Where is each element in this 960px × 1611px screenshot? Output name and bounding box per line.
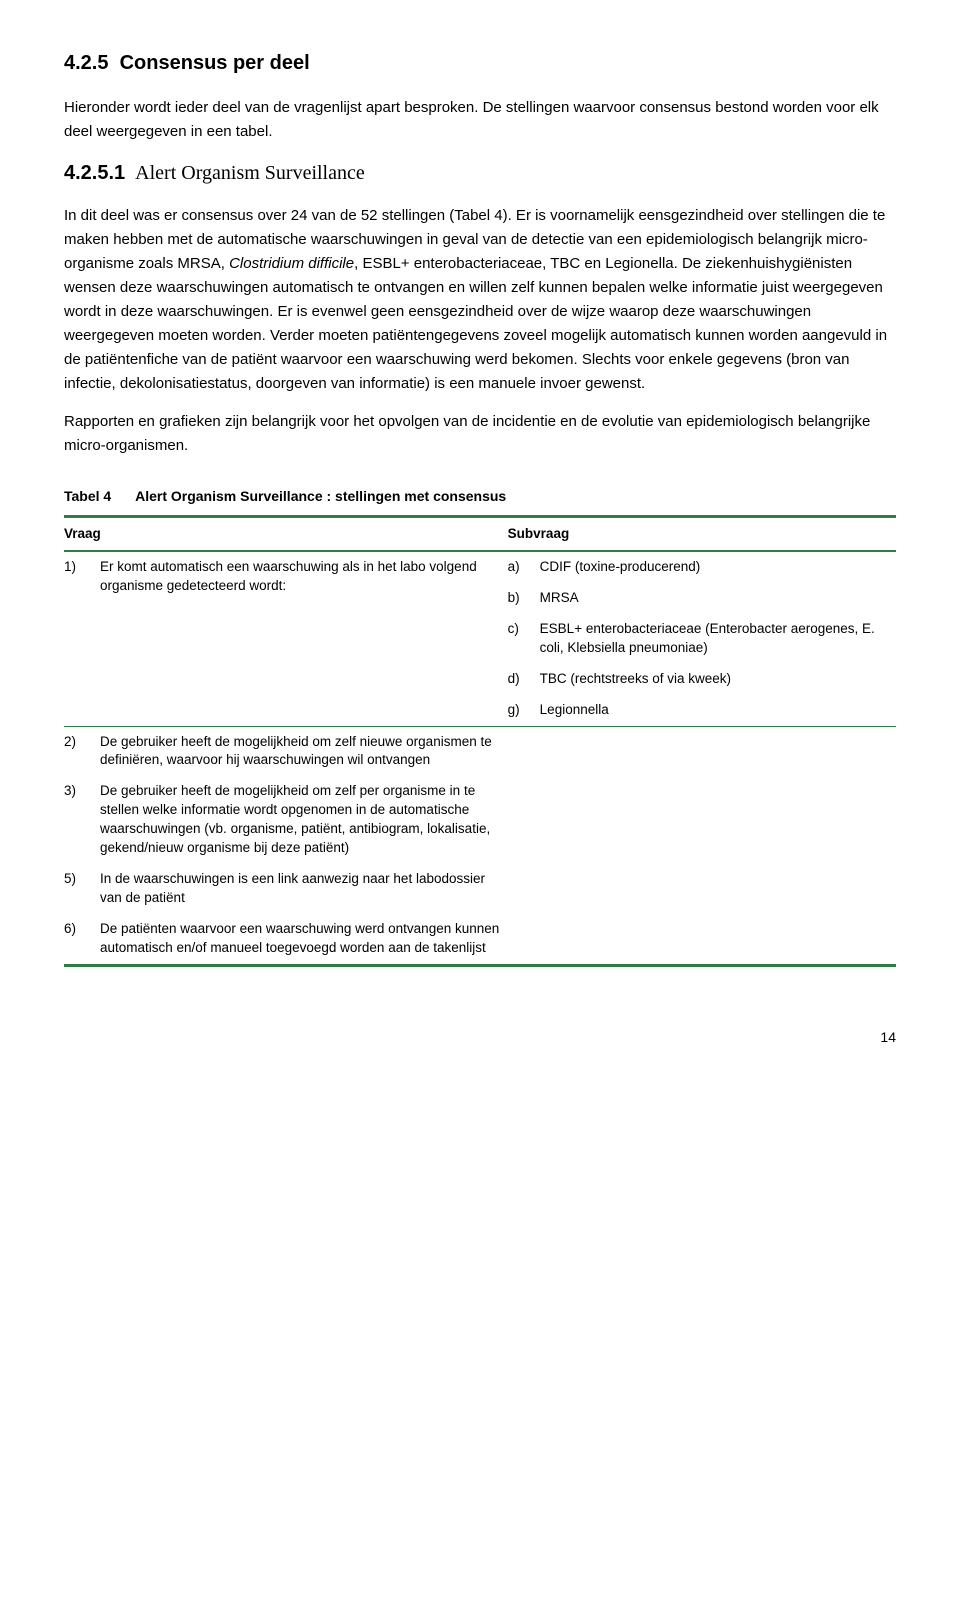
q5-text: In de waarschuwingen is een link aanwezi… [100,864,508,914]
table-row: 2) De gebruiker heeft de mogelijkheid om… [64,726,896,776]
q2-num: 2) [64,726,100,776]
consensus-table: Vraag Subvraag 1) Er komt automatisch ee… [64,515,896,967]
q5-num: 5) [64,864,100,914]
q1-text: Er komt automatisch een waarschuwing als… [100,551,508,614]
table-row: c) ESBL+ enterobacteriaceae (Enterobacte… [64,614,896,664]
table-row: 3) De gebruiker heeft de mogelijkheid om… [64,776,896,864]
table-caption-label: Tabel 4 [64,488,111,504]
section-intro: Hieronder wordt ieder deel van de vragen… [64,96,896,144]
table-caption: Tabel 4 Alert Organism Surveillance : st… [64,486,896,507]
sub-d-num: d) [508,664,540,695]
q2-text: De gebruiker heeft de mogelijkheid om ze… [100,726,508,776]
table-row: 1) Er komt automatisch een waarschuwing … [64,551,896,583]
section-heading: 4.2.5 Consensus per deel [64,48,896,78]
table-row: g) Legionnella [64,695,896,726]
section-title: Consensus per deel [120,52,310,74]
sub-a-num: a) [508,551,540,583]
para1-italic: Clostridium difficile [229,255,354,272]
q1-num: 1) [64,551,100,583]
sub-a-text: CDIF (toxine-producerend) [540,551,896,583]
sub-c-text: ESBL+ enterobacteriaceae (Enterobacter a… [540,614,896,664]
q3-num: 3) [64,776,100,864]
table-header-row: Vraag Subvraag [64,517,896,552]
table-row: d) TBC (rechtstreeks of via kweek) [64,664,896,695]
section-number: 4.2.5 [64,52,108,74]
sub-g-text: Legionnella [540,695,896,726]
subsection-number: 4.2.5.1 [64,162,125,184]
sub-b-text: MRSA [540,583,896,614]
sub-d-text: TBC (rechtstreeks of via kweek) [540,664,896,695]
q3-text: De gebruiker heeft de mogelijkheid om ze… [100,776,508,864]
subsection-heading: 4.2.5.1 Alert Organism Surveillance [64,158,896,188]
sub-b-num: b) [508,583,540,614]
q6-num: 6) [64,914,100,965]
subsection-para-1: In dit deel was er consensus over 24 van… [64,204,896,396]
page-number: 14 [64,1027,896,1048]
sub-g-num: g) [508,695,540,726]
table-caption-title: Alert Organism Surveillance : stellingen… [135,488,506,504]
header-vraag: Vraag [64,517,508,552]
para1-part-b: , ESBL+ enterobacteriaceae, TBC en Legio… [64,255,887,392]
header-subvraag: Subvraag [508,517,896,552]
q6-text: De patiënten waarvoor een waarschuwing w… [100,914,508,965]
table-row: 6) De patiënten waarvoor een waarschuwin… [64,914,896,965]
subsection-para-2: Rapporten en grafieken zijn belangrijk v… [64,410,896,458]
subsection-title: Alert Organism Surveillance [135,162,365,184]
table-row: 5) In de waarschuwingen is een link aanw… [64,864,896,914]
sub-c-num: c) [508,614,540,664]
